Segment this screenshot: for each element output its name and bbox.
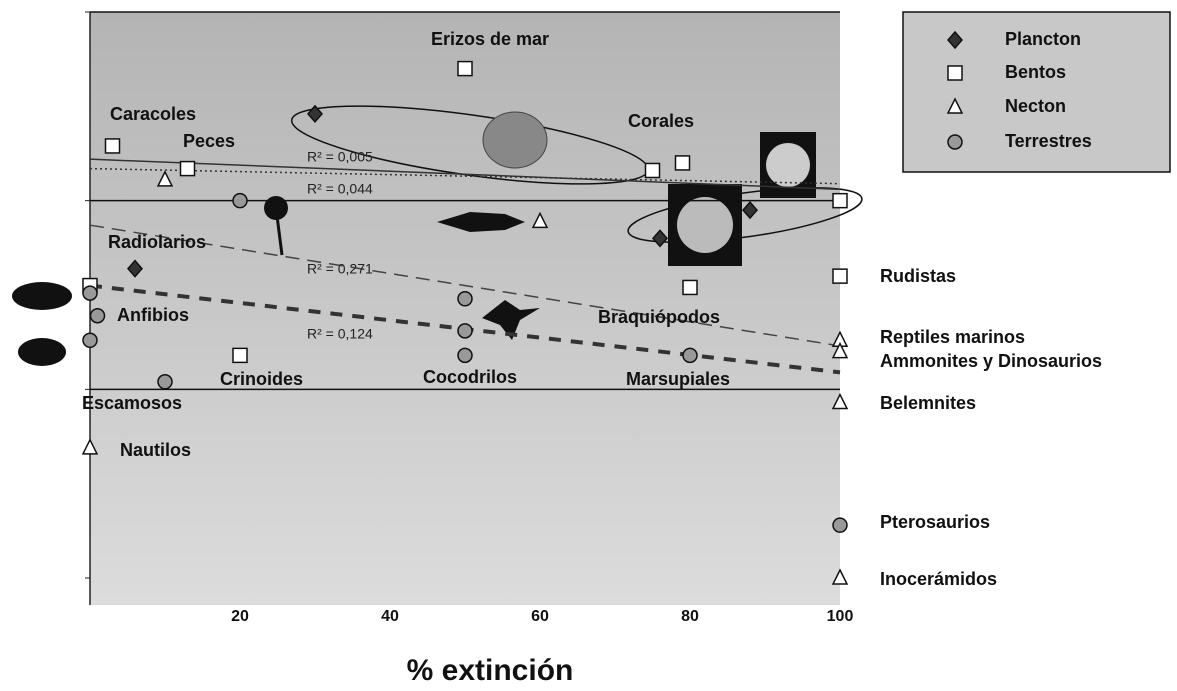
annotation: Ammonites y Dinosaurios [880, 351, 1102, 371]
annotation: Belemnites [880, 393, 976, 413]
circle-point [158, 375, 172, 389]
annotation: Pterosaurios [880, 512, 990, 532]
x-tick-label: 100 [827, 608, 854, 625]
x-tick-label: 40 [381, 608, 399, 625]
square-point [181, 162, 195, 176]
square-point [676, 156, 690, 170]
legend-label: Bentos [1005, 62, 1066, 82]
x-tick-label: 20 [231, 608, 249, 625]
circle-point [683, 348, 697, 362]
circle-point [233, 194, 247, 208]
plot-background [90, 12, 840, 605]
turtle-silhouette [12, 282, 72, 310]
r-squared-label: R² = 0,044 [307, 181, 373, 197]
annotation: Escamosos [82, 393, 182, 413]
annotation: Crinoides [220, 369, 303, 389]
square-point [646, 163, 660, 177]
circle-point [458, 324, 472, 338]
circle-point [83, 286, 97, 300]
square-point [458, 62, 472, 76]
coccolith-shape [677, 197, 733, 253]
chart: % extinción 20 40 60 80 100 R² = 0,005 R² = 0,… [0, 0, 1177, 691]
legend-label: Necton [1005, 96, 1066, 116]
square-point [106, 139, 120, 153]
rabbit-silhouette [18, 338, 66, 366]
diatom-image [483, 112, 547, 168]
r-squared-label: R² = 0,271 [307, 261, 373, 277]
square-point [833, 269, 847, 283]
square-point [683, 280, 697, 294]
circle-point [91, 309, 105, 323]
legend-label: Plancton [1005, 29, 1081, 49]
annotation: Cocodrilos [423, 367, 517, 387]
x-axis-title: % extinción [407, 654, 574, 687]
annotation: Nautilos [120, 440, 191, 460]
x-tick-label: 60 [531, 608, 549, 625]
annotation: Braquiópodos [598, 307, 720, 327]
square-point [233, 348, 247, 362]
annotation: Anfibios [117, 305, 189, 325]
annotation: Erizos de mar [431, 29, 549, 49]
circle-point [833, 518, 847, 532]
r-squared-label: R² = 0,124 [307, 326, 373, 342]
annotation: Corales [628, 111, 694, 131]
annotation: Peces [183, 131, 235, 151]
annotation: Marsupiales [626, 369, 730, 389]
circle-point [458, 348, 472, 362]
legend-label: Terrestres [1005, 131, 1092, 151]
square-point [833, 194, 847, 208]
coccolith-shape [766, 143, 810, 187]
square-point [948, 66, 962, 80]
annotation: Radiolarios [108, 232, 206, 252]
annotation: Inocerámidos [880, 569, 997, 589]
circle-point [948, 135, 962, 149]
circle-point [83, 333, 97, 347]
annotation: Rudistas [880, 266, 956, 286]
annotation: Caracoles [110, 104, 196, 124]
circle-point [458, 292, 472, 306]
r-squared-label: R² = 0,005 [307, 149, 373, 165]
annotation: Reptiles marinos [880, 327, 1025, 347]
x-tick-label: 80 [681, 608, 699, 625]
